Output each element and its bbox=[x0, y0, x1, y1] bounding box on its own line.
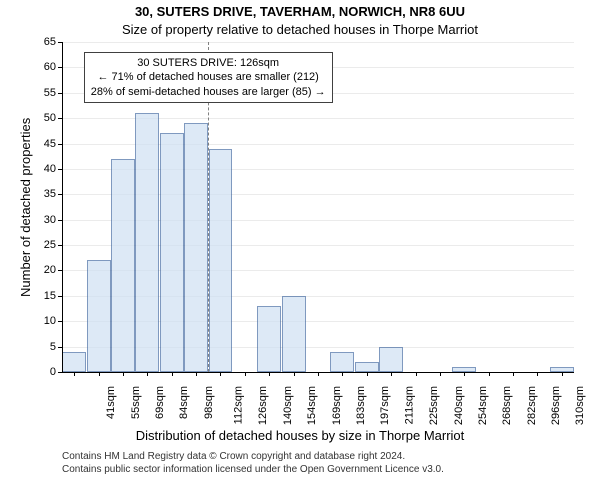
y-tick-label: 35 bbox=[30, 188, 56, 200]
x-tick-label: 254sqm bbox=[477, 386, 489, 425]
x-tick-label: 126sqm bbox=[258, 386, 270, 425]
x-tick-label: 112sqm bbox=[232, 386, 244, 424]
attribution-line-2: Contains public sector information licen… bbox=[62, 463, 444, 476]
y-tick-label: 40 bbox=[30, 163, 56, 175]
y-tick-label: 60 bbox=[30, 61, 56, 73]
chart-title-sub: Size of property relative to detached ho… bbox=[0, 22, 600, 37]
reference-box-line: 28% of semi-detached houses are larger (… bbox=[91, 85, 326, 99]
histogram-bar bbox=[160, 133, 184, 372]
x-tick-label: 169sqm bbox=[331, 386, 343, 425]
histogram-bar bbox=[87, 260, 111, 372]
reference-box-line: 30 SUTERS DRIVE: 126sqm bbox=[91, 56, 326, 70]
y-tick-label: 25 bbox=[30, 239, 56, 251]
histogram-bar bbox=[62, 352, 86, 372]
histogram-bar bbox=[184, 123, 208, 372]
x-tick-label: 98sqm bbox=[203, 386, 215, 419]
x-tick-label: 282sqm bbox=[526, 386, 538, 425]
y-tick-label: 0 bbox=[30, 366, 56, 378]
x-tick-label: 197sqm bbox=[380, 386, 392, 425]
histogram-bar bbox=[355, 362, 379, 372]
x-axis-title: Distribution of detached houses by size … bbox=[0, 428, 600, 443]
x-tick-label: 154sqm bbox=[306, 386, 318, 425]
x-tick-label: 211sqm bbox=[403, 386, 415, 424]
x-tick-label: 183sqm bbox=[355, 386, 367, 425]
x-tick-label: 310sqm bbox=[575, 386, 587, 425]
y-tick-label: 65 bbox=[30, 36, 56, 48]
chart-title-main: 30, SUTERS DRIVE, TAVERHAM, NORWICH, NR8… bbox=[0, 4, 600, 19]
y-tick-label: 10 bbox=[30, 315, 56, 327]
y-tick-label: 50 bbox=[30, 112, 56, 124]
x-tick-label: 225sqm bbox=[428, 386, 440, 425]
histogram-bar bbox=[282, 296, 306, 372]
y-axis-spine bbox=[62, 42, 63, 372]
x-tick-label: 55sqm bbox=[130, 386, 142, 419]
attribution-line-1: Contains HM Land Registry data © Crown c… bbox=[62, 450, 444, 463]
histogram-bar bbox=[111, 159, 135, 372]
histogram-bar bbox=[209, 149, 233, 372]
y-tick-label: 15 bbox=[30, 290, 56, 302]
chart-root: 30, SUTERS DRIVE, TAVERHAM, NORWICH, NR8… bbox=[0, 0, 600, 500]
x-tick-label: 69sqm bbox=[154, 386, 166, 419]
x-tick-label: 41sqm bbox=[105, 386, 117, 419]
y-tick-label: 20 bbox=[30, 264, 56, 276]
x-axis-spine bbox=[62, 372, 574, 373]
y-grid-line bbox=[62, 42, 574, 43]
histogram-bar bbox=[257, 306, 281, 372]
y-tick-label: 45 bbox=[30, 138, 56, 150]
histogram-bar bbox=[135, 113, 159, 372]
x-tick-label: 268sqm bbox=[501, 386, 513, 425]
y-tick-label: 30 bbox=[30, 214, 56, 226]
histogram-bar bbox=[379, 347, 403, 372]
x-tick-label: 240sqm bbox=[453, 386, 465, 425]
x-tick-label: 84sqm bbox=[178, 386, 190, 419]
x-tick-label: 296sqm bbox=[550, 386, 562, 425]
y-tick-label: 5 bbox=[30, 341, 56, 353]
reference-box-line: ← 71% of detached houses are smaller (21… bbox=[91, 70, 326, 84]
y-tick-label: 55 bbox=[30, 87, 56, 99]
histogram-bar bbox=[330, 352, 354, 372]
attribution-text: Contains HM Land Registry data © Crown c… bbox=[62, 450, 444, 476]
x-tick-label: 140sqm bbox=[282, 386, 294, 425]
reference-box: 30 SUTERS DRIVE: 126sqm← 71% of detached… bbox=[84, 52, 333, 103]
